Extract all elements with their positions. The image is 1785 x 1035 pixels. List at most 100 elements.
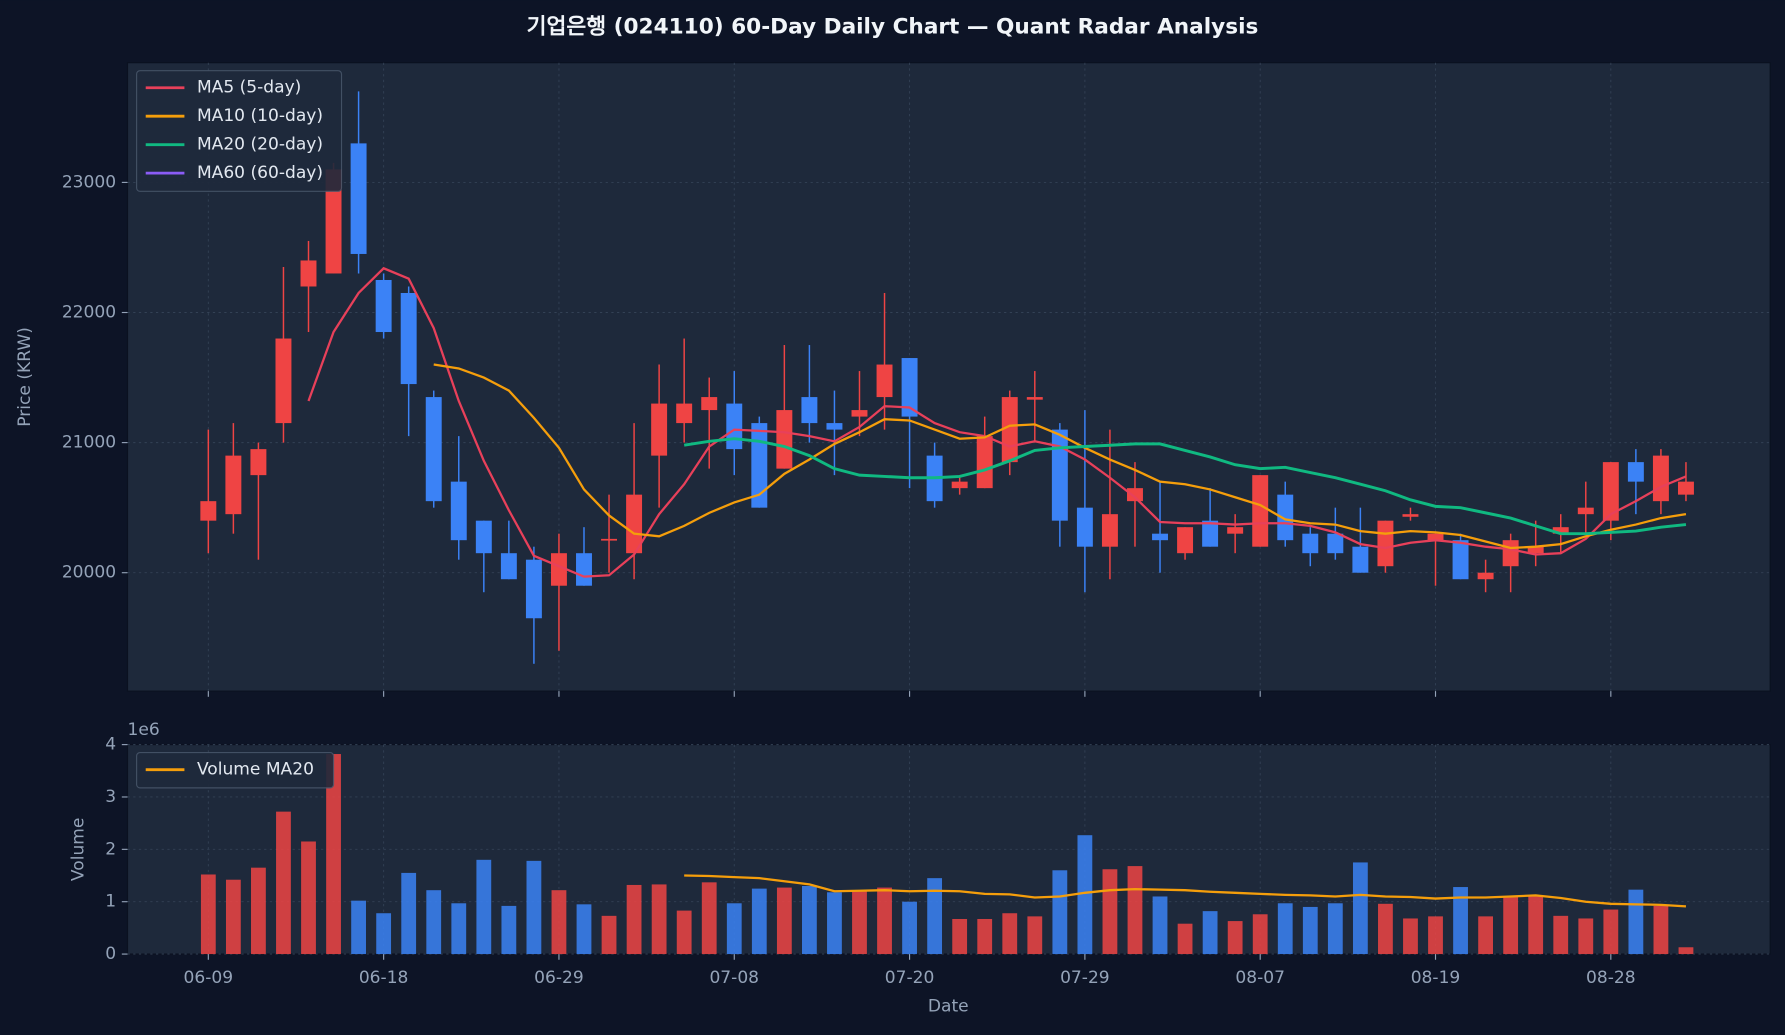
candle-body xyxy=(1252,475,1269,547)
volume-bar xyxy=(1453,887,1468,955)
legend-label: MA60 (60-day) xyxy=(197,163,323,183)
y-tick-label: 21000 xyxy=(62,433,116,453)
candle-body xyxy=(1527,546,1544,554)
volume-bar xyxy=(401,872,417,955)
volume-bar xyxy=(1327,903,1343,955)
legend-label: MA10 (10-day) xyxy=(197,106,323,126)
volume-bar xyxy=(1152,896,1168,955)
volume-bar xyxy=(501,905,517,955)
candle-body xyxy=(1577,507,1594,515)
candle-body xyxy=(425,397,442,502)
volume-bar xyxy=(1027,916,1043,955)
y-tick-label: 22000 xyxy=(62,303,116,323)
volume-bar xyxy=(1202,911,1218,955)
candle-body xyxy=(1452,540,1469,580)
x-axis-label: Date xyxy=(928,996,969,1016)
candle-body xyxy=(601,538,618,541)
candle-body xyxy=(1427,533,1444,541)
candle-body xyxy=(1227,527,1244,534)
candle-body xyxy=(701,397,718,411)
volume-bar xyxy=(726,903,742,955)
candle-body xyxy=(1502,540,1519,567)
volume-bar xyxy=(1102,869,1118,955)
x-tick-label: 07-08 xyxy=(709,968,759,988)
candle-body xyxy=(1327,533,1344,554)
volume-bar xyxy=(1077,835,1093,955)
candle-body xyxy=(1152,533,1168,541)
y-tick-label: 1 xyxy=(105,892,116,912)
volume-bar xyxy=(1227,921,1243,955)
x-tick-label: 08-28 xyxy=(1586,968,1636,988)
candle-body xyxy=(525,559,542,619)
volume-bar xyxy=(276,811,291,955)
legend-box xyxy=(136,70,343,192)
candle-body xyxy=(400,292,417,385)
x-tick-label: 08-07 xyxy=(1235,968,1285,988)
volume-bar xyxy=(751,888,767,955)
candle-body xyxy=(1101,514,1118,547)
volume-bar xyxy=(1478,916,1494,955)
candle-body xyxy=(1302,533,1319,554)
volume-bar xyxy=(1653,905,1669,955)
line-series xyxy=(683,437,1687,536)
candle-body xyxy=(676,403,693,424)
candle-body xyxy=(751,423,768,508)
candle-body xyxy=(851,410,868,417)
volume-bar xyxy=(952,918,968,955)
candle-body xyxy=(1402,514,1419,517)
volume-bar xyxy=(576,904,592,955)
candle-body xyxy=(1051,429,1068,521)
candle-body xyxy=(1277,494,1294,541)
volume-bar xyxy=(701,882,717,955)
volume-bar xyxy=(1052,870,1068,955)
volume-bar xyxy=(1603,909,1619,955)
x-tick-label: 08-19 xyxy=(1411,968,1461,988)
y-axis-label: Price (KRW) xyxy=(15,327,35,427)
y-tick-label: 0 xyxy=(105,944,116,964)
candle-body xyxy=(1552,527,1569,534)
x-tick-label: 06-09 xyxy=(184,968,234,988)
candle-body xyxy=(325,169,342,274)
candle-body xyxy=(1677,481,1694,495)
candle-body xyxy=(951,481,968,489)
axis-offset-label: 1e6 xyxy=(128,720,160,740)
volume-bar xyxy=(1177,923,1193,955)
x-tick-label: 07-29 xyxy=(1060,968,1110,988)
y-tick-label: 23000 xyxy=(62,172,116,192)
line-series xyxy=(684,874,1687,908)
y-tick-label: 20000 xyxy=(62,563,116,583)
candle-body xyxy=(550,553,567,586)
candle-body xyxy=(1026,397,1043,400)
candle-body xyxy=(801,397,818,424)
volume-bar xyxy=(801,885,817,955)
volume-bar xyxy=(476,859,492,955)
candle-body xyxy=(876,364,893,398)
legend-label: Volume MA20 xyxy=(197,760,314,780)
volume-bar xyxy=(626,884,642,955)
volume-bar xyxy=(426,890,442,955)
volume-bar xyxy=(651,884,667,955)
volume-bar xyxy=(1503,896,1519,955)
candle-body xyxy=(1477,572,1494,580)
x-tick-label: 07-20 xyxy=(885,968,935,988)
volume-bar xyxy=(1352,862,1368,955)
price-panel xyxy=(126,62,1771,692)
volume-bar xyxy=(1002,913,1018,955)
y-tick-label: 2 xyxy=(105,839,116,859)
volume-bar xyxy=(977,918,993,955)
line-series xyxy=(433,363,1687,550)
y-axis-label: Volume xyxy=(69,818,89,881)
volume-bar xyxy=(1428,916,1443,955)
volume-bar xyxy=(927,878,943,955)
legend-box xyxy=(136,752,335,789)
volume-bar xyxy=(776,887,792,955)
candle-body xyxy=(1377,520,1394,567)
candle-body xyxy=(651,403,668,456)
volume-bar xyxy=(1378,903,1393,955)
candle-body xyxy=(500,553,517,580)
candle-body xyxy=(300,260,317,287)
candle-body xyxy=(626,494,643,554)
volume-bar xyxy=(877,887,892,955)
candle-body xyxy=(901,358,918,417)
volume-bar xyxy=(200,874,216,955)
